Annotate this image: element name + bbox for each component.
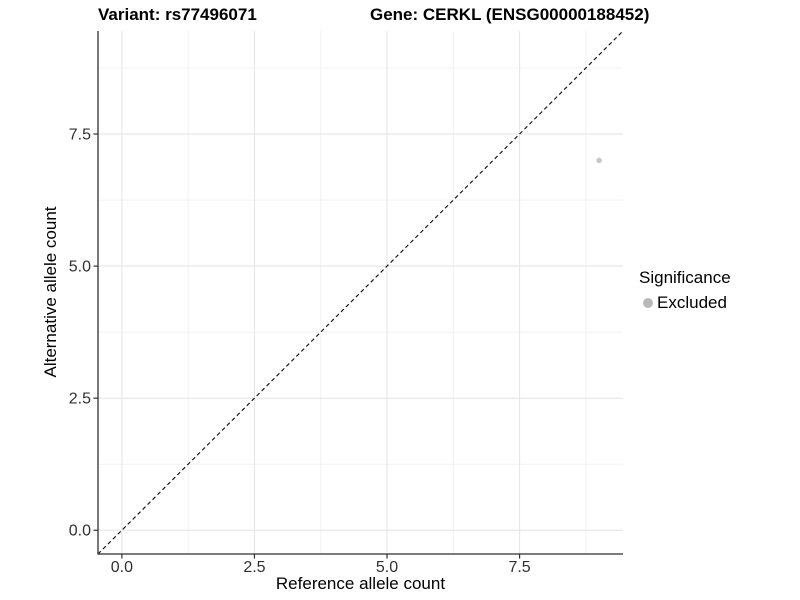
x-tick-label: 0.0 — [111, 559, 133, 576]
y-axis-title: Alternative allele count — [41, 206, 60, 378]
x-tick-label: 2.5 — [243, 559, 265, 576]
excluded-point-icon — [642, 298, 653, 308]
legend: Significance Excluded — [639, 268, 731, 313]
x-axis-title: Reference allele count — [275, 574, 446, 593]
y-tick-label: 2.5 — [69, 391, 91, 408]
y-tick-label: 7.5 — [69, 127, 91, 144]
legend-title: Significance — [639, 268, 731, 287]
data-point-excluded — [596, 157, 602, 164]
plot-title-variant: Variant: rs77496071 — [98, 5, 257, 24]
legend-key-box — [639, 295, 656, 312]
major-gridlines — [98, 31, 623, 554]
y-tick-label: 0.0 — [69, 523, 91, 540]
legend-item-excluded: Excluded — [639, 293, 731, 313]
plot-title-gene: Gene: CERKL (ENSG00000188452) — [370, 5, 650, 24]
axis-tick-labels: 0.0 2.5 5.0 7.5 0.0 2.5 5.0 7.5 — [69, 127, 531, 576]
x-tick-label: 7.5 — [508, 559, 530, 576]
y-tick-label: 5.0 — [69, 259, 91, 276]
identity-reference-line — [97, 30, 624, 555]
data-points — [596, 157, 602, 164]
minor-gridlines — [98, 31, 623, 554]
x-tick-label: 5.0 — [376, 559, 398, 576]
axis-ticks — [93, 133, 521, 559]
axis-lines — [97, 31, 623, 555]
legend-item-label: Excluded — [657, 293, 727, 312]
